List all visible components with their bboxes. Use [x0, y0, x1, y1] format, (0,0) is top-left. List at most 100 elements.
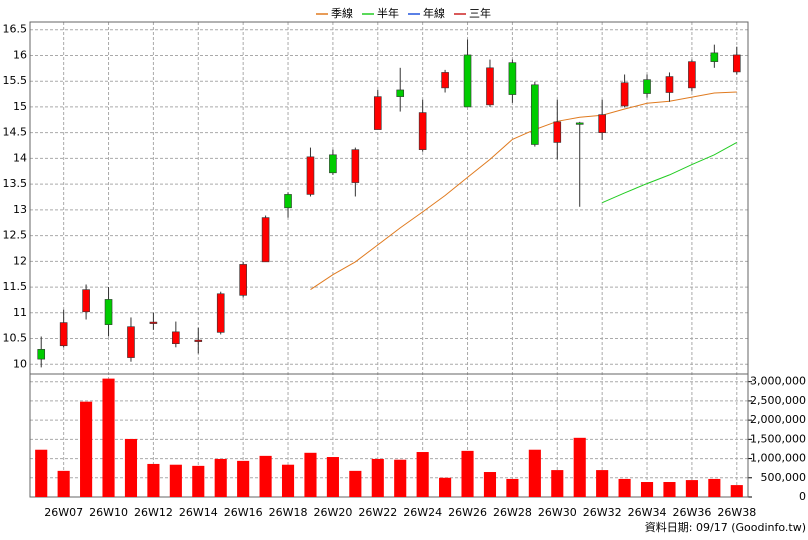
y-tick-label: 12 — [13, 254, 27, 267]
legend-label: 半年 — [377, 6, 399, 20]
y2-tick-label: 2,000,000 — [750, 413, 806, 426]
legend-label: 年線 — [423, 6, 445, 20]
x-tick-label: 26W18 — [269, 506, 308, 519]
y-tick-label: 15 — [13, 100, 27, 113]
y-tick-label: 12.5 — [3, 229, 28, 242]
volume-bar — [326, 457, 339, 497]
volume-bar — [439, 477, 452, 497]
candle-body — [59, 322, 68, 347]
volume-bar — [483, 472, 497, 497]
volume-bar — [214, 458, 227, 497]
volume-bar — [394, 459, 407, 497]
plot-frame — [29, 21, 749, 498]
candle-body — [127, 326, 135, 358]
volume-bar — [35, 449, 48, 497]
volume-bar — [192, 465, 205, 497]
x-tick-label: 26W14 — [179, 506, 218, 519]
volume-bar — [528, 449, 541, 497]
candle-body — [149, 321, 158, 324]
x-tick-label: 26W36 — [672, 506, 711, 519]
y-tick-label: 16.5 — [3, 23, 28, 36]
volume-bar — [663, 482, 676, 497]
volume-bar — [102, 378, 115, 497]
ma-line — [601, 141, 738, 204]
x-tick-label: 26W12 — [134, 506, 173, 519]
x-tick-label: 26W32 — [583, 506, 622, 519]
volume-bar — [281, 464, 295, 497]
y-tick-label: 11.5 — [3, 280, 28, 293]
candle-body — [82, 289, 90, 313]
y-tick-label: 14 — [13, 151, 27, 164]
y2-tick-label: 3,000,000 — [750, 375, 806, 388]
candle-body — [463, 54, 472, 108]
volume-bar — [708, 478, 721, 497]
ma-line — [310, 91, 737, 291]
candle-body — [732, 54, 741, 73]
candle-body — [486, 67, 494, 106]
volume-bar — [618, 478, 631, 497]
candle-body — [194, 339, 203, 342]
volume-bar — [685, 480, 698, 497]
candle-body — [508, 62, 517, 95]
x-tick-label: 26W20 — [313, 506, 352, 519]
y-tick-label: 15.5 — [3, 74, 28, 87]
volume-bar — [551, 470, 564, 497]
candle-body — [351, 149, 360, 183]
candle-body — [373, 96, 382, 130]
volume-bar — [596, 470, 609, 497]
candle-body — [418, 112, 427, 150]
candle-body — [688, 61, 696, 89]
candle-body — [239, 264, 247, 296]
y2-tick-label: 0 — [799, 490, 806, 503]
y-tick-label: 11 — [13, 306, 27, 319]
candle-body — [104, 299, 113, 325]
candle-body — [643, 79, 651, 94]
candle-body — [575, 122, 584, 125]
candle-body — [396, 89, 405, 97]
x-tick-label: 26W22 — [358, 506, 397, 519]
volume-bar — [80, 401, 93, 497]
candle-body — [172, 331, 180, 344]
volume-bar — [573, 437, 586, 497]
candle-body — [665, 76, 674, 93]
x-tick-label: 26W30 — [538, 506, 577, 519]
x-tick-label: 26W07 — [44, 506, 83, 519]
candle-body — [37, 349, 46, 360]
y2-tick-label: 1,500,000 — [750, 432, 806, 445]
candle-body — [441, 72, 449, 89]
y-tick-label: 10 — [13, 357, 27, 370]
x-tick-label: 26W26 — [448, 506, 487, 519]
volume-bar — [640, 482, 654, 497]
x-tick-label: 26W16 — [224, 506, 263, 519]
y-tick-label: 13.5 — [3, 177, 28, 190]
x-tick-label: 26W10 — [89, 506, 128, 519]
volume-bar — [416, 452, 429, 497]
y2-tick-label: 1,000,000 — [750, 452, 806, 465]
volume-bar — [304, 452, 317, 497]
x-tick-label: 26W34 — [628, 506, 667, 519]
volume-bar — [147, 463, 160, 497]
y2-tick-label: 2,500,000 — [750, 394, 806, 407]
candle-body — [216, 293, 225, 333]
x-tick-label: 26W28 — [493, 506, 532, 519]
y-tick-label: 13 — [13, 203, 27, 216]
volume-bar — [57, 470, 70, 497]
volume-bar — [169, 464, 182, 497]
x-tick-label: 26W38 — [717, 506, 756, 519]
y2-tick-label: 500,000 — [761, 471, 807, 484]
y-tick-label: 14.5 — [3, 126, 28, 139]
volume-bar — [461, 450, 474, 497]
legend-label: 三年 — [469, 6, 491, 20]
volume-bar — [259, 455, 272, 497]
candle-body — [598, 114, 606, 133]
y-tick-label: 16 — [13, 48, 27, 61]
x-tick-label: 26W24 — [403, 506, 442, 519]
volume-bar — [237, 460, 250, 497]
candle-body — [620, 82, 629, 107]
volume-bar — [349, 470, 362, 497]
candle-body — [553, 121, 562, 143]
volume-bar — [124, 438, 138, 497]
volume-bar — [371, 458, 384, 497]
legend-label: 季線 — [331, 6, 353, 20]
